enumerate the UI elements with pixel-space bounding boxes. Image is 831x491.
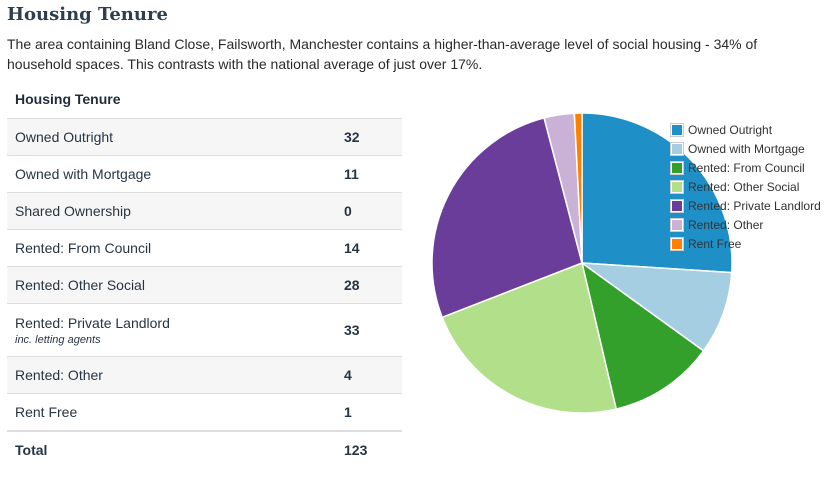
row-label: Rented: Private Landlord	[15, 314, 170, 331]
legend-item: Owned Outright	[671, 120, 821, 139]
legend-label: Rented: From Council	[688, 160, 805, 175]
table-row: Owned Outright 32	[7, 118, 402, 156]
total-label: Total	[7, 430, 340, 468]
row-value: 4	[340, 356, 402, 394]
table-row: Rented: From Council 14	[7, 229, 402, 267]
legend-label: Rent Free	[688, 236, 742, 251]
table-row: Rented: Other Social 28	[7, 266, 402, 304]
legend-item: Owned with Mortgage	[671, 139, 821, 158]
table-heading: Housing Tenure	[15, 91, 121, 107]
row-label: Rented: Other	[7, 356, 340, 394]
legend-swatch	[671, 199, 683, 212]
legend-label: Rented: Other	[688, 217, 764, 232]
row-value: 33	[340, 303, 402, 357]
row-value: 32	[340, 118, 402, 156]
row-label: Owned with Mortgage	[7, 155, 340, 193]
pie-slice-rented-from-council	[580, 261, 705, 410]
legend-item: Rent Free	[671, 234, 821, 253]
table-row: Owned with Mortgage 11	[7, 155, 402, 193]
legend-item: Rented: Other	[671, 215, 821, 234]
legend-item: Rented: Private Landlord	[671, 196, 821, 215]
row-value: 1	[340, 393, 402, 431]
row-label: Shared Ownership	[7, 192, 340, 230]
total-value: 123	[340, 430, 402, 468]
row-value: 28	[340, 266, 402, 304]
legend-label: Owned Outright	[688, 122, 773, 137]
pie-slice-rent-free	[573, 112, 583, 264]
row-value: 14	[340, 229, 402, 267]
legend-label: Owned with Mortgage	[688, 141, 805, 156]
row-value: 11	[340, 155, 402, 193]
legend-swatch	[671, 142, 683, 155]
table-row: Rented: Other 4	[7, 356, 402, 394]
legend-swatch	[671, 218, 683, 231]
legend-swatch	[671, 237, 683, 250]
row-label: Owned Outright	[7, 118, 340, 156]
pie-slice-owned-outright	[581, 112, 733, 274]
table-row: Rented: Private Landlord inc. letting ag…	[7, 303, 402, 357]
pie-slice-rented-private-landlord	[431, 116, 583, 319]
pie-chart	[431, 112, 733, 414]
tenure-table: Owned Outright 32 Owned with Mortgage 11…	[7, 118, 402, 468]
row-label: Rented: From Council	[7, 229, 340, 267]
legend-swatch	[671, 123, 683, 136]
legend-swatch	[671, 180, 683, 193]
row-note: inc. letting agents	[15, 333, 101, 346]
table-row: Shared Ownership 0	[7, 192, 402, 230]
row-label: Rented: Other Social	[7, 266, 340, 304]
legend-swatch	[671, 161, 683, 174]
legend-label: Rented: Other Social	[688, 179, 800, 194]
legend-item: Rented: Other Social	[671, 177, 821, 196]
row-value: 0	[340, 192, 402, 230]
table-row: Rent Free 1	[7, 393, 402, 431]
page-title: Housing Tenure	[7, 4, 168, 25]
legend-item: Rented: From Council	[671, 158, 821, 177]
row-label: Rent Free	[7, 393, 340, 431]
legend-label: Rented: Private Landlord	[688, 198, 821, 213]
chart-legend: Owned Outright Owned with Mortgage Rented:…	[671, 120, 821, 253]
row-label-cell: Rented: Private Landlord inc. letting ag…	[7, 303, 340, 357]
pie-slice-owned-with-mortgage	[579, 262, 733, 352]
total-row: Total 123	[7, 430, 402, 468]
intro-text: The area containing Bland Close, Failswo…	[7, 36, 758, 72]
